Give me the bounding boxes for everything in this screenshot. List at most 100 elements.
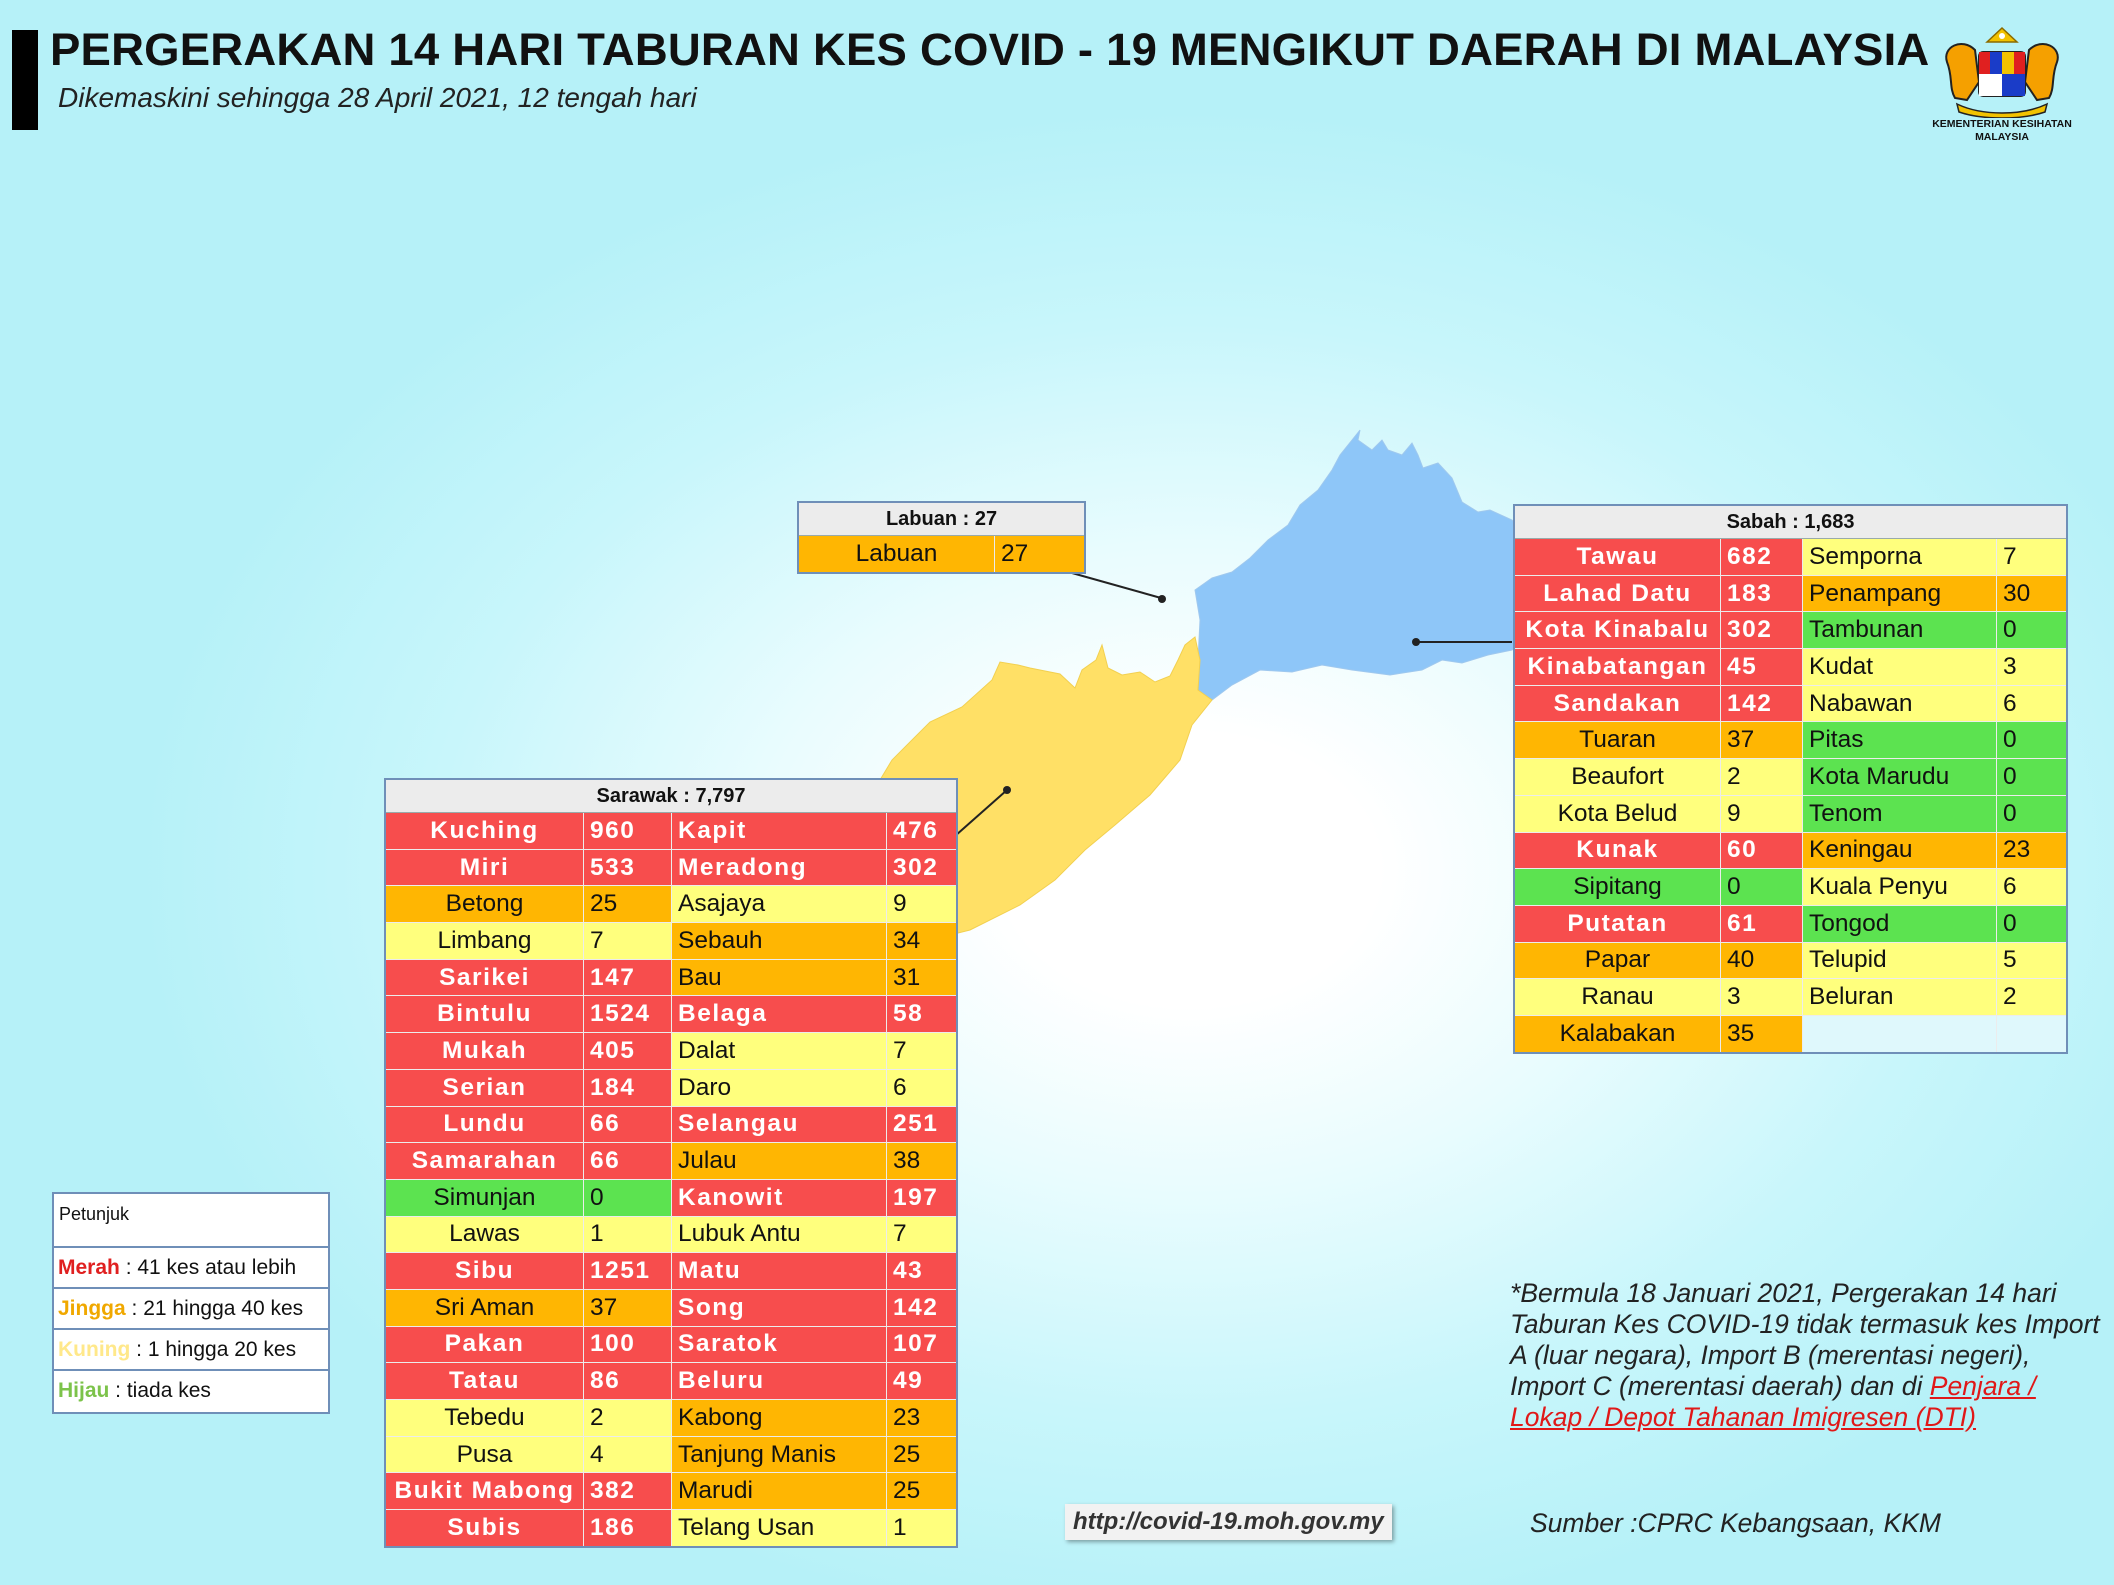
- district-cases-sarikei: 147: [583, 958, 672, 997]
- district-name-lubuk-antu: Lubuk Antu: [671, 1215, 887, 1254]
- legend-key-merah: Merah: [58, 1256, 120, 1279]
- district-name-samarahan: Samarahan: [385, 1142, 584, 1180]
- table-row: Tawau 682 Semporna 7: [1514, 538, 2068, 576]
- district-name-sipitang: Sipitang: [1514, 868, 1721, 906]
- district-cases-dalat: 7: [886, 1032, 957, 1070]
- district-name-tuaran: Tuaran: [1514, 721, 1721, 760]
- table-row: Kota Belud 9 Tenom 0: [1514, 794, 2068, 833]
- district-name-selangau: Selangau: [671, 1105, 887, 1144]
- source-credit: Sumber :CPRC Kebangsaan, KKM: [1530, 1508, 1941, 1538]
- district-cases-kota-marudu: 0: [1995, 758, 2068, 796]
- district-cases-tawau: 682: [1720, 538, 1803, 576]
- sabah-table: Sabah : 1,683 Tawau 682 Semporna 7 Lahad Dat…: [1513, 505, 2068, 1053]
- legend: Petunjuk Merah : 41 kes atau lebih Jingg…: [52, 1192, 330, 1414]
- district-cases-kunak: 60: [1720, 831, 1803, 870]
- district-cases-labuan: 27: [993, 535, 1086, 573]
- district-name-lundu: Lundu: [385, 1105, 584, 1144]
- district-cases-belaga: 58: [886, 995, 957, 1034]
- district-name-daro: Daro: [671, 1068, 887, 1107]
- district-cases-lawas: 1: [583, 1215, 672, 1254]
- table-row: Labuan 27: [798, 535, 1086, 573]
- district-name-sri-aman: Sri Aman: [385, 1288, 584, 1327]
- district-name-kalabakan: Kalabakan: [1514, 1014, 1721, 1053]
- district-cases-tatau: 86: [583, 1362, 672, 1400]
- table-row: Betong 25 Asajaya 9: [385, 885, 957, 924]
- logo-text-line2: MALAYSIA: [1975, 131, 2029, 143]
- table-row: Kuching 960 Kapit 476: [385, 812, 957, 850]
- district-name-penampang: Penampang: [1802, 574, 1997, 613]
- district-name-betong: Betong: [385, 885, 584, 924]
- district-cases-kudat: 3: [1995, 648, 2068, 686]
- table-row: Putatan 61 Tongod 0: [1514, 904, 2068, 943]
- district-cases-daro: 6: [886, 1068, 957, 1107]
- district-name-kinabatangan: Kinabatangan: [1514, 648, 1721, 686]
- table-row: Sipitang 0 Kuala Penyu 6: [1514, 868, 2068, 906]
- footnote-link[interactable]: Penjara / Lokap / Depot Tahanan Imigrese…: [1510, 1371, 2036, 1432]
- district-name-ranau: Ranau: [1514, 978, 1721, 1016]
- district-cases-tongod: 0: [1995, 904, 2068, 943]
- district-name-kanowit: Kanowit: [671, 1178, 887, 1217]
- table-row: Sibu 1251 Matu 43: [385, 1252, 957, 1290]
- legend-text-hijau: : tiada kes: [109, 1379, 211, 1402]
- legend-key-kuning: Kuning: [58, 1338, 131, 1361]
- district-name-putatan: Putatan: [1514, 904, 1721, 943]
- district-name-bintulu: Bintulu: [385, 995, 584, 1034]
- sarawak-pointer-dot: [1003, 786, 1011, 794]
- district-cases-mukah: 405: [583, 1032, 672, 1070]
- district-cases-lubuk-antu: 7: [886, 1215, 957, 1254]
- table-row: Lahad Datu 183 Penampang 30: [1514, 574, 2068, 613]
- table-row: Tatau 86 Beluru 49: [385, 1362, 957, 1400]
- district-cases-bintulu: 1524: [583, 995, 672, 1034]
- page-subtitle: Dikemaskini sehingga 28 April 2021, 12 t…: [58, 82, 697, 113]
- sabah-header: Sabah : 1,683: [1513, 505, 2068, 539]
- district-cases-kuala-penyu: 6: [1995, 868, 2068, 906]
- district-name-kabong: Kabong: [671, 1399, 887, 1437]
- table-row: Tuaran 37 Pitas 0: [1514, 721, 2068, 760]
- district-cases-samarahan: 66: [583, 1142, 672, 1180]
- district-cases-sipitang: 0: [1720, 868, 1803, 906]
- district-name-bau: Bau: [671, 958, 887, 997]
- district-name-kapit: Kapit: [671, 812, 887, 850]
- website-url[interactable]: http://covid-19.moh.gov.my: [1065, 1504, 1392, 1540]
- table-row: Pakan 100 Saratok 107: [385, 1325, 957, 1364]
- district-cases-telupid: 5: [1995, 941, 2068, 980]
- district-cases-papar: 40: [1720, 941, 1803, 980]
- district-cases-kuching: 960: [583, 812, 672, 850]
- district-cases-limbang: 7: [583, 922, 672, 960]
- labuan-table: Labuan : 27 Labuan 27: [797, 502, 1086, 573]
- legend-text-jingga: : 21 hingga 40 kes: [125, 1297, 304, 1320]
- table-row: Kota Kinabalu 302 Tambunan 0: [1514, 611, 2068, 650]
- district-name-kota-belud: Kota Belud: [1514, 794, 1721, 833]
- legend-item-hijau: Hijau : tiada kes: [54, 1371, 328, 1412]
- district-cases-beluru: 49: [886, 1362, 957, 1400]
- district-cases-keningau: 23: [1995, 831, 2068, 870]
- district-cases-asajaya: 9: [886, 885, 957, 924]
- district-name-empty: [1802, 1014, 1997, 1053]
- district-cases-semporna: 7: [1995, 538, 2068, 576]
- district-cases-lahad-datu: 183: [1720, 574, 1803, 613]
- ministry-logo: KEMENTERIAN KESIHATAN MALAYSIA: [1912, 22, 2092, 150]
- district-name-kunak: Kunak: [1514, 831, 1721, 870]
- district-cases-lundu: 66: [583, 1105, 672, 1144]
- table-row: Tebedu 2 Kabong 23: [385, 1399, 957, 1437]
- district-name-beluran: Beluran: [1802, 978, 1997, 1016]
- district-name-matu: Matu: [671, 1252, 887, 1290]
- district-name-simunjan: Simunjan: [385, 1178, 584, 1217]
- labuan-pointer-dot: [1158, 595, 1166, 603]
- legend-item-merah: Merah : 41 kes atau lebih: [54, 1248, 328, 1289]
- district-cases-bau: 31: [886, 958, 957, 997]
- district-cases-song: 142: [886, 1288, 957, 1327]
- district-cases-bukit-mabong: 382: [583, 1472, 672, 1511]
- table-row: Sri Aman 37 Song 142: [385, 1288, 957, 1327]
- district-cases-beaufort: 2: [1720, 758, 1803, 796]
- district-cases-kota-kinabalu: 302: [1720, 611, 1803, 650]
- district-cases-subis: 186: [583, 1509, 672, 1547]
- table-row: Limbang 7 Sebauh 34: [385, 922, 957, 960]
- district-name-sibu: Sibu: [385, 1252, 584, 1290]
- district-name-papar: Papar: [1514, 941, 1721, 980]
- district-name-tongod: Tongod: [1802, 904, 1997, 943]
- district-name-asajaya: Asajaya: [671, 885, 887, 924]
- table-row: Samarahan 66 Julau 38: [385, 1142, 957, 1180]
- district-cases-kalabakan: 35: [1720, 1014, 1803, 1053]
- district-name-limbang: Limbang: [385, 922, 584, 960]
